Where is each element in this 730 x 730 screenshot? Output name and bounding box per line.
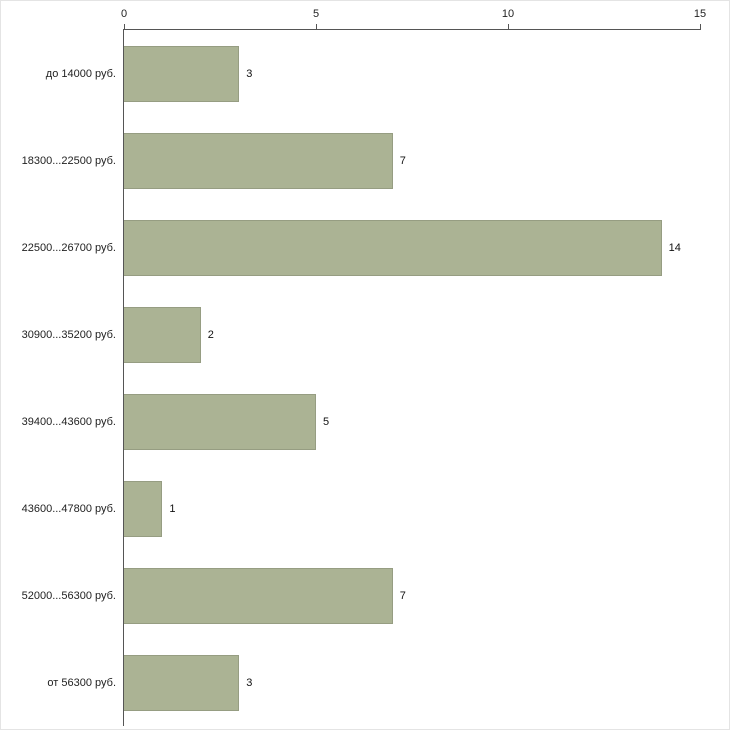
bar-rows: до 14000 руб. 3 18300...22500 руб. 7 22500..… <box>22 30 700 726</box>
category-label: 52000...56300 руб. <box>21 589 116 602</box>
chart-row: от 56300 руб. 3 <box>47 639 700 726</box>
x-axis-tick <box>316 24 317 30</box>
category-label: от 56300 руб. <box>47 676 116 689</box>
bar <box>124 219 662 276</box>
category-label: до 14000 руб. <box>45 67 116 80</box>
x-axis-tick <box>700 24 701 30</box>
bar <box>124 45 240 102</box>
chart-row: 22500...26700 руб. 14 <box>22 204 700 291</box>
value-label: 7 <box>399 589 406 602</box>
x-axis-tick-label: 5 <box>312 8 320 20</box>
value-label: 2 <box>207 328 214 341</box>
x-axis-tick <box>508 24 509 30</box>
category-label: 43600...47800 руб. <box>21 502 116 515</box>
chart-row: 39400...43600 руб. 5 <box>22 378 700 465</box>
bar <box>124 480 163 537</box>
value-label: 3 <box>246 676 253 689</box>
x-axis-tick-label: 0 <box>120 8 128 20</box>
value-label: 7 <box>399 154 406 167</box>
bar <box>124 132 393 189</box>
bar <box>124 567 393 624</box>
plot-area: 0 5 10 15 до 14000 руб. 3 18300...22500 руб. 7… <box>22 9 706 726</box>
bar <box>124 306 201 363</box>
bar <box>124 393 316 450</box>
bar <box>124 654 240 711</box>
category-label: 18300...22500 руб. <box>21 154 116 167</box>
value-label: 3 <box>246 67 253 80</box>
chart-row: 52000...56300 руб. 7 <box>22 552 700 639</box>
x-axis-tick-label: 15 <box>693 8 707 20</box>
value-label: 14 <box>668 241 681 254</box>
category-label: 39400...43600 руб. <box>21 415 116 428</box>
x-axis-tick <box>124 24 125 30</box>
value-label: 5 <box>323 415 330 428</box>
category-label: 22500...26700 руб. <box>21 241 116 254</box>
chart-row: до 14000 руб. 3 <box>46 30 700 117</box>
chart-row: 18300...22500 руб. 7 <box>22 117 700 204</box>
x-axis-tick-label: 10 <box>501 8 515 20</box>
chart-row: 43600...47800 руб. 1 <box>22 465 700 552</box>
category-label: 30900...35200 руб. <box>21 328 116 341</box>
value-label: 1 <box>169 502 176 515</box>
chart-row: 30900...35200 руб. 2 <box>22 291 700 378</box>
